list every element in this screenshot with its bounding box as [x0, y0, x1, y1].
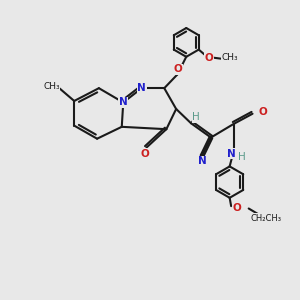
Text: O: O [141, 148, 149, 159]
Text: CH₃: CH₃ [221, 53, 238, 62]
Text: O: O [232, 203, 241, 214]
Text: N: N [137, 83, 146, 93]
Text: CH₂CH₃: CH₂CH₃ [251, 214, 282, 223]
Text: H: H [238, 152, 246, 162]
Text: O: O [205, 52, 214, 63]
Text: N: N [227, 149, 236, 159]
Text: N: N [119, 98, 128, 107]
Text: O: O [259, 107, 267, 117]
Text: CH₃: CH₃ [43, 82, 60, 91]
Text: O: O [174, 64, 183, 74]
Text: H: H [193, 112, 200, 122]
Text: N: N [198, 156, 207, 166]
